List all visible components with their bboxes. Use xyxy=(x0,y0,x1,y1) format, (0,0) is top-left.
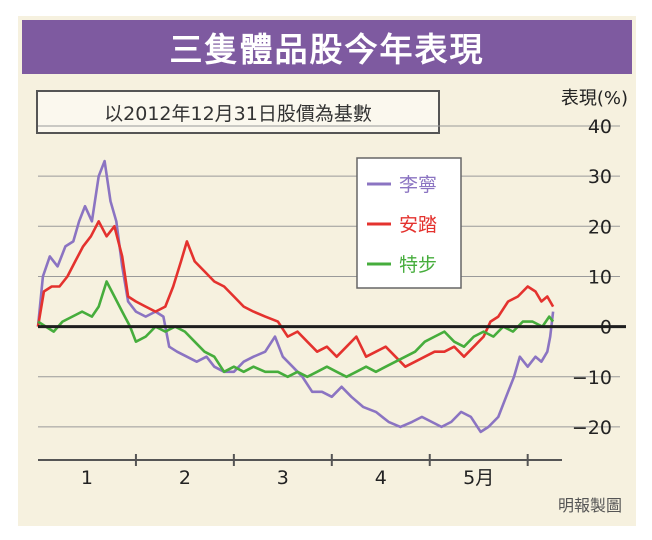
legend-label-3: 特步 xyxy=(399,254,437,276)
y-axis-title: 表現(%) xyxy=(561,88,628,109)
series-line-3 xyxy=(37,280,555,379)
series-lines xyxy=(36,159,555,434)
grid-lines xyxy=(38,125,620,428)
chart-title: 三隻體品股今年表現 xyxy=(22,20,632,74)
legend-label-1: 李寧 xyxy=(399,174,437,196)
y-tick-label: 20 xyxy=(588,216,612,238)
x-tick-label: 1 xyxy=(81,467,93,489)
legend-label-2: 安踏 xyxy=(399,214,437,236)
x-axis: 1 2 3 4 5月 xyxy=(38,454,562,489)
x-tick-label: 4 xyxy=(375,467,387,489)
y-tick-label: −10 xyxy=(572,367,612,389)
series-line-2 xyxy=(36,220,555,368)
x-tick-label: 2 xyxy=(179,467,191,489)
chart-subtitle: 以2012年12月31日股價為基數 xyxy=(36,90,440,134)
credit-text: 明報製圖 xyxy=(557,496,622,515)
y-tick-label: 40 xyxy=(588,116,612,138)
x-tick-label: 5月 xyxy=(463,467,494,489)
x-tick-label: 3 xyxy=(277,467,289,489)
series-line-1 xyxy=(36,159,555,434)
y-tick-label: −20 xyxy=(572,417,612,439)
y-tick-label: 10 xyxy=(588,266,612,288)
y-tick-label: 30 xyxy=(588,166,612,188)
